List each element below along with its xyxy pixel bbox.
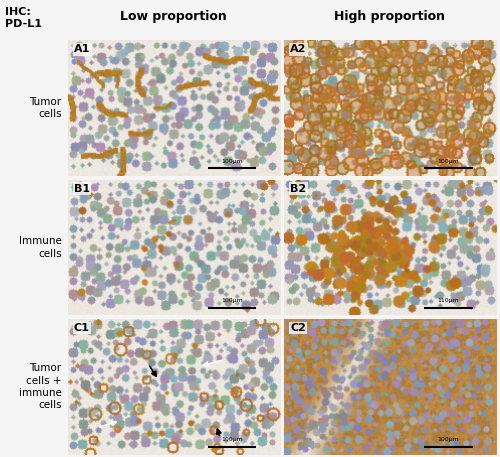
Text: IHC:
PD-L1: IHC: PD-L1 <box>5 7 42 29</box>
Text: Low proportion: Low proportion <box>120 11 227 23</box>
Text: A2: A2 <box>290 44 306 54</box>
Text: C1: C1 <box>74 323 90 333</box>
Text: 100μm: 100μm <box>438 159 459 164</box>
Text: Tumor
cells +
immune
cells: Tumor cells + immune cells <box>18 363 62 410</box>
Text: 100μm: 100μm <box>438 437 459 442</box>
Text: 100μm: 100μm <box>221 298 243 303</box>
Text: B2: B2 <box>290 184 306 194</box>
Text: C2: C2 <box>290 323 306 333</box>
Text: Immune
cells: Immune cells <box>18 236 62 259</box>
Text: High proportion: High proportion <box>334 11 446 23</box>
Text: 100μm: 100μm <box>221 437 243 442</box>
Text: Tumor
cells: Tumor cells <box>30 97 62 119</box>
Text: B1: B1 <box>74 184 90 194</box>
Text: A1: A1 <box>74 44 90 54</box>
Text: 110μm: 110μm <box>438 298 459 303</box>
Text: 100μm: 100μm <box>221 159 243 164</box>
